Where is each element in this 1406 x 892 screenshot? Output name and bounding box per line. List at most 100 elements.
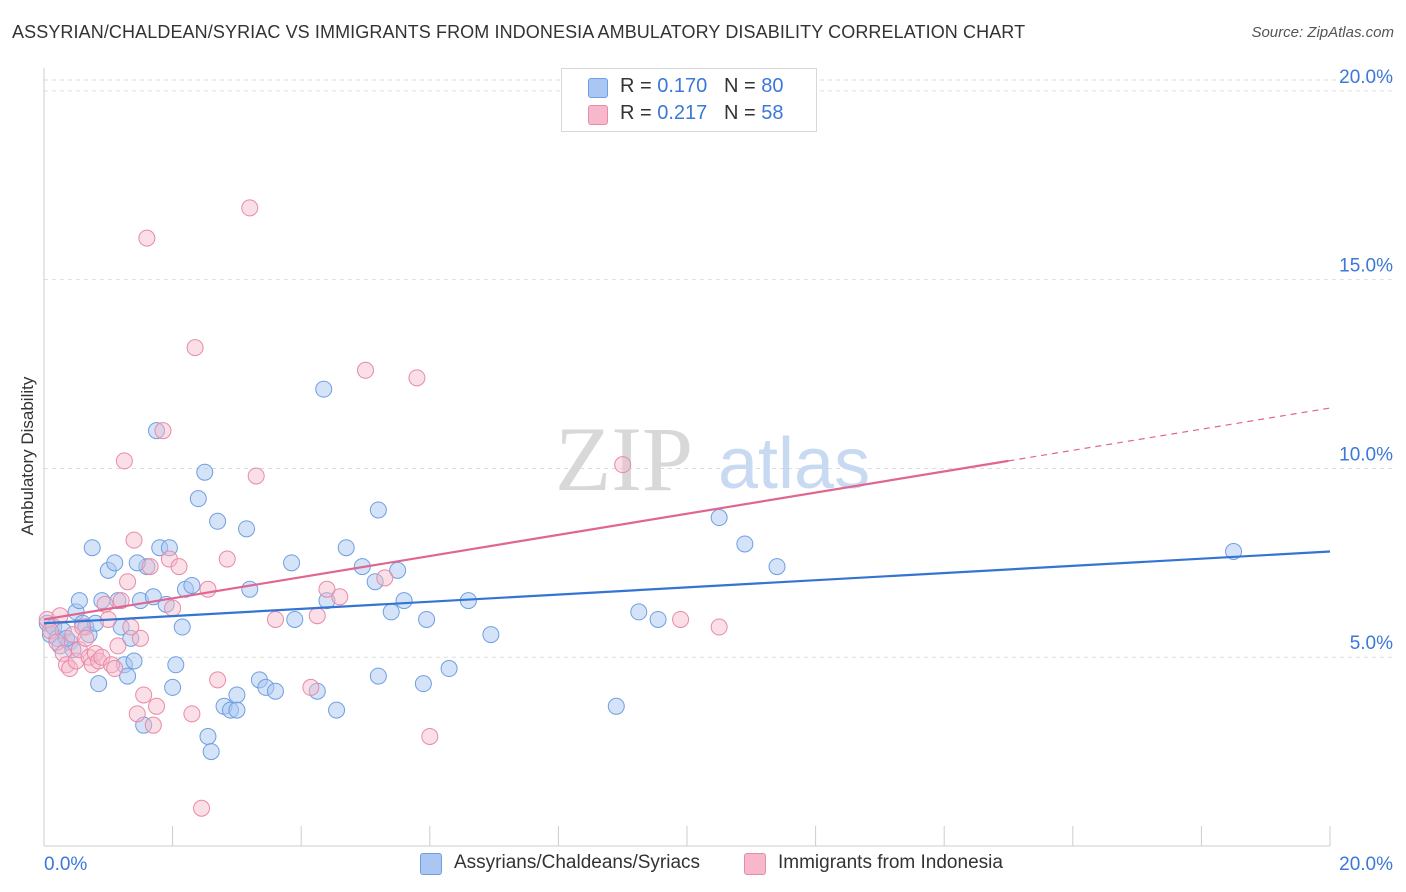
data-point-assyrians <box>148 422 166 440</box>
data-point-assyrians <box>202 743 220 761</box>
grid-lines <box>44 79 1392 658</box>
data-point-assyrians <box>199 728 217 746</box>
data-point-assyrians <box>164 678 182 696</box>
data-point-assyrians <box>196 463 214 481</box>
data-point-indonesia <box>170 558 188 576</box>
data-point-indonesia <box>138 229 156 247</box>
data-point-assyrians <box>630 603 648 621</box>
data-point-indonesia <box>54 644 72 662</box>
data-point-assyrians <box>228 686 246 704</box>
legend-n-value: 80 <box>761 75 784 97</box>
data-point-assyrians <box>266 682 284 700</box>
x-tick-label: 20.0% <box>1339 854 1393 875</box>
correlation-legend: R = 0.170 N = 80 R = 0.217 N = 58 <box>561 68 817 132</box>
data-point-indonesia <box>135 686 153 704</box>
tick-labels: 5.0% 10.0% 15.0% 20.0% 0.0% 20.0% <box>44 67 1393 875</box>
x-tick-label: 0.0% <box>44 854 87 875</box>
data-point-indonesia <box>357 361 374 379</box>
data-point-indonesia <box>112 592 130 610</box>
data-point-assyrians <box>440 660 458 678</box>
data-point-indonesia <box>209 671 227 689</box>
data-point-assyrians <box>70 592 88 610</box>
data-point-assyrians <box>414 675 432 693</box>
trend-line-indonesia-extension <box>1008 407 1331 462</box>
data-point-assyrians <box>382 603 400 621</box>
data-point-indonesia <box>119 573 137 591</box>
data-point-assyrians <box>106 554 124 572</box>
chart-title: ASSYRIAN/CHALDEAN/SYRIAC VS IMMIGRANTS F… <box>12 22 1026 42</box>
data-point-assyrians <box>366 573 384 591</box>
data-point-indonesia <box>614 456 632 474</box>
data-point-indonesia <box>408 369 426 387</box>
data-point-indonesia <box>193 799 211 817</box>
data-point-assyrians <box>183 576 201 594</box>
data-point-assyrians <box>369 501 387 519</box>
data-point-assyrians <box>649 610 667 628</box>
data-point-assyrians <box>395 592 413 610</box>
y-tick-label: 10.0% <box>1339 444 1393 465</box>
legend-r-label: R = <box>620 75 658 97</box>
watermark-atlas: atlas <box>718 424 870 504</box>
legend-r-value: 0.170 <box>657 75 708 97</box>
source-credit: Source: ZipAtlas.com <box>1251 24 1394 41</box>
data-point-assyrians <box>173 618 191 636</box>
y-tick-label: 20.0% <box>1339 67 1393 88</box>
data-point-assyrians <box>90 675 108 693</box>
bottom-legend-swatch-pink <box>744 853 766 875</box>
data-point-assyrians <box>1225 543 1243 561</box>
data-point-indonesia <box>318 580 336 598</box>
data-point-assyrians <box>189 490 207 508</box>
data-point-indonesia <box>164 599 182 617</box>
data-point-assyrians <box>286 610 304 628</box>
data-point-indonesia <box>128 705 146 723</box>
data-point-assyrians <box>83 539 101 557</box>
data-point-indonesia <box>109 637 127 655</box>
legend-swatch-blue <box>588 78 608 98</box>
trend-lines <box>43 407 1331 625</box>
data-point-indonesia <box>131 629 149 647</box>
legend-n-value: 58 <box>761 102 784 124</box>
data-point-indonesia <box>199 580 217 598</box>
data-point-assyrians <box>736 535 754 553</box>
data-point-indonesia <box>308 607 326 625</box>
y-tick-label: 15.0% <box>1339 256 1393 277</box>
data-point-indonesia <box>154 422 172 440</box>
data-point-assyrians <box>119 667 137 685</box>
legend-r-label: R = <box>620 102 658 124</box>
data-point-indonesia <box>186 339 204 357</box>
data-point-indonesia <box>115 452 133 470</box>
data-point-assyrians <box>768 558 786 576</box>
data-point-assyrians <box>369 667 387 685</box>
watermark: ZIP atlas <box>555 408 870 510</box>
data-point-assyrians <box>710 509 728 527</box>
data-point-indonesia <box>218 550 236 568</box>
data-point-indonesia <box>125 531 143 549</box>
data-point-indonesia <box>141 558 159 576</box>
data-point-indonesia <box>122 618 140 636</box>
data-point-indonesia <box>183 705 201 723</box>
watermark-zip: ZIP <box>555 408 693 510</box>
legend-swatch-pink <box>588 105 608 125</box>
data-point-assyrians <box>238 520 256 538</box>
y-axis-label: Ambulatory Disability <box>18 376 37 536</box>
data-point-assyrians <box>328 701 346 719</box>
data-point-indonesia <box>331 588 349 606</box>
bottom-legend-label: Immigrants from Indonesia <box>778 852 1003 873</box>
legend-r-value: 0.217 <box>657 102 708 124</box>
data-point-indonesia <box>144 716 162 734</box>
bottom-legend-label: Assyrians/Chaldeans/Syriacs <box>454 852 701 873</box>
data-point-indonesia <box>672 610 690 628</box>
data-point-indonesia <box>421 728 439 746</box>
data-point-assyrians <box>283 554 301 572</box>
data-point-assyrians <box>337 539 355 557</box>
trend-line-assyrians <box>43 550 1331 625</box>
series-assyrians-points <box>38 380 1243 761</box>
data-point-indonesia <box>241 199 259 217</box>
data-point-assyrians <box>167 656 185 674</box>
axes <box>43 68 1331 847</box>
data-point-indonesia <box>710 618 728 636</box>
data-point-assyrians <box>209 512 227 530</box>
data-point-indonesia <box>376 569 394 587</box>
data-point-assyrians <box>418 610 436 628</box>
